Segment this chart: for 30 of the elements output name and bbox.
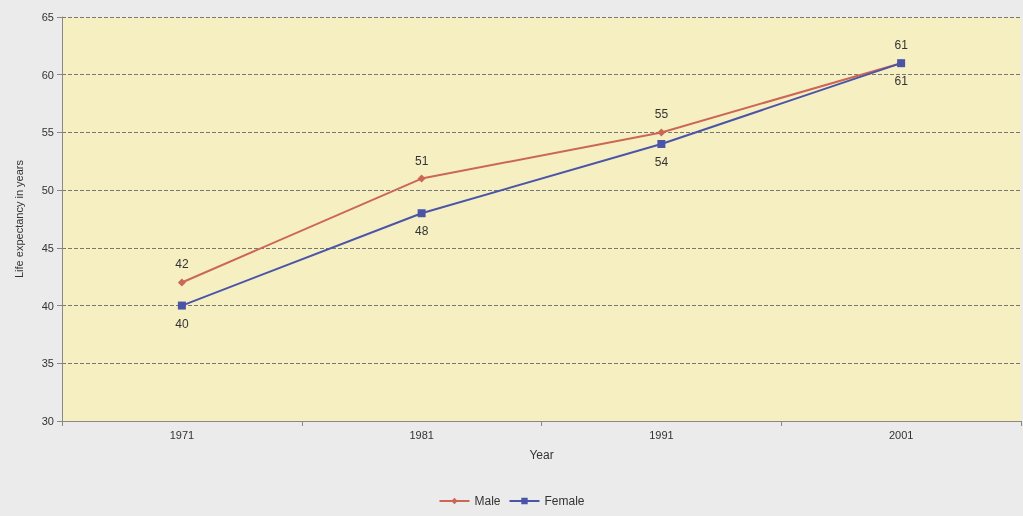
- y-axis-title: Life expectancy in years: [12, 159, 25, 279]
- data-label: 61: [894, 38, 909, 53]
- legend-label: Female: [544, 494, 585, 508]
- point: [177, 301, 186, 310]
- point: [657, 139, 666, 148]
- point: [417, 209, 426, 218]
- data-label: 61: [894, 74, 909, 89]
- data-label: 51: [414, 153, 429, 168]
- y-tick-label: 60: [41, 68, 54, 81]
- legend-label: Male: [474, 494, 501, 508]
- x-tick-label: 2001: [888, 428, 914, 441]
- x-tick-label: 1991: [649, 428, 674, 441]
- point: [177, 278, 186, 287]
- y-tick-label: 35: [41, 357, 54, 370]
- point: [417, 174, 426, 183]
- point: [657, 128, 666, 137]
- data-label: 54: [654, 154, 669, 169]
- data-label: 42: [175, 257, 189, 272]
- data-label: 40: [175, 316, 189, 331]
- x-tick-label: 1971: [169, 428, 195, 441]
- data-label: 48: [414, 224, 429, 239]
- x-axis-title: Year: [529, 448, 554, 462]
- y-tick-label: 65: [41, 11, 54, 23]
- y-tick-label: 40: [41, 299, 54, 312]
- data-label: 55: [654, 107, 669, 122]
- x-tick-label: 1981: [409, 428, 434, 441]
- y-tick-label: 45: [41, 241, 54, 254]
- y-tick-label: 55: [41, 126, 54, 139]
- y-tick-label: 50: [41, 184, 54, 197]
- y-tick-label: 30: [41, 415, 54, 427]
